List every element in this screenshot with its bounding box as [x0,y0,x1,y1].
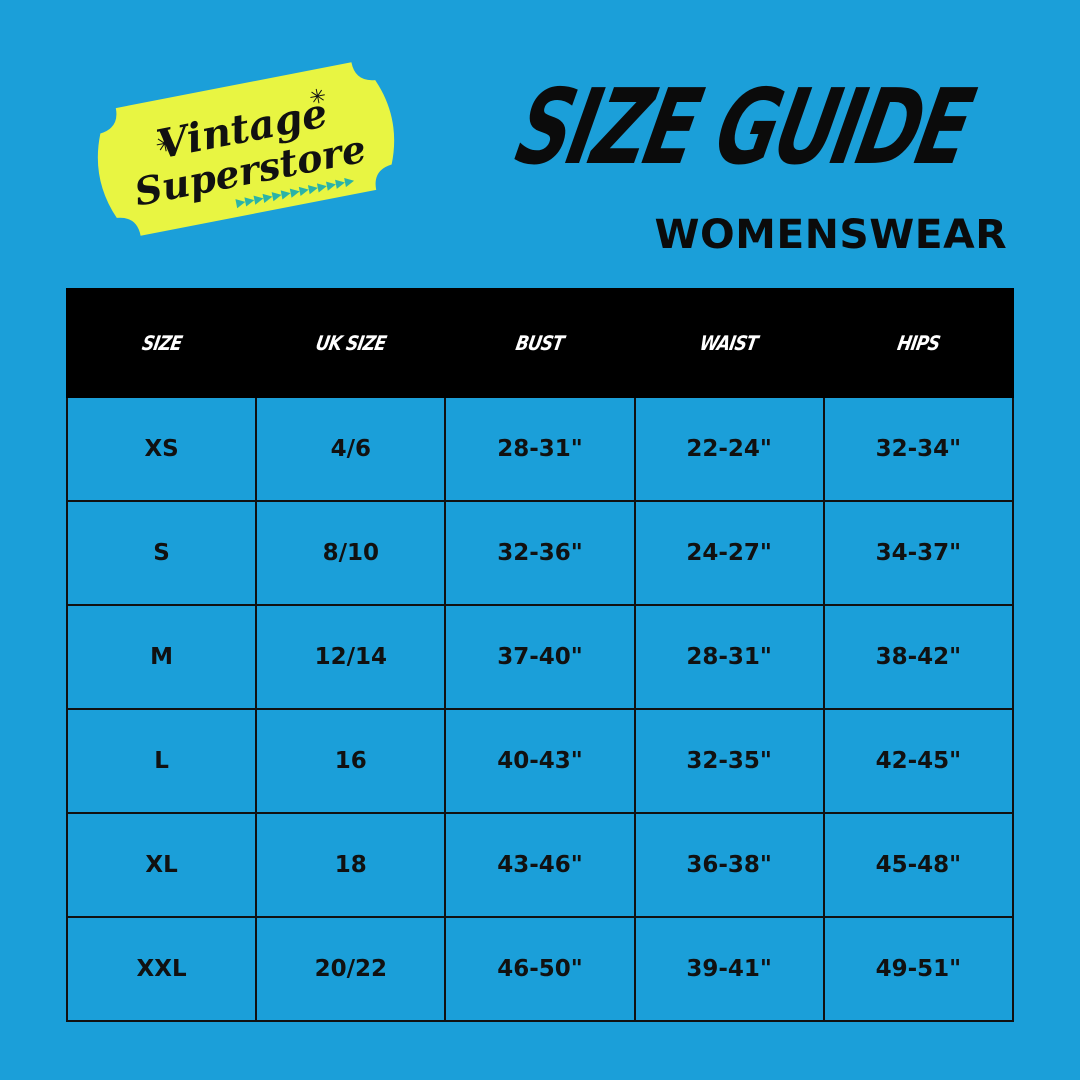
vintage-superstore-logo: Vintage Superstore ▶▶▶▶▶▶▶▶▶▶▶▶▶ ✳ ✳ [86,44,406,254]
cell-bust: 28-31" [444,396,636,502]
cell-uk-size: 16 [255,708,447,814]
table-row: L 16 40-43" 32-35" 42-45" [65,708,1015,814]
cell-hips: 34-37" [822,500,1015,606]
cell-hips: 49-51" [822,916,1015,1022]
svg-text:✳: ✳ [307,83,328,110]
cell-size: XS [65,396,258,502]
cell-size: L [65,708,258,814]
page-title: SIZE GUIDE [507,66,981,188]
cell-uk-size: 18 [255,812,447,918]
svg-text:✳: ✳ [154,131,177,159]
cell-hips: 42-45" [822,708,1015,814]
header-waist: WAIST [633,288,825,398]
cell-waist: 22-24" [633,396,825,502]
cell-size: XXL [65,916,258,1022]
table-row: XL 18 43-46" 36-38" 45-48" [65,812,1015,918]
cell-bust: 40-43" [444,708,636,814]
cell-hips: 38-42" [822,604,1015,710]
page-subtitle: WOMENSWEAR [654,212,1008,258]
table-row: M 12/14 37-40" 28-31" 38-42" [65,604,1015,710]
cell-size: M [65,604,258,710]
header-bust: BUST [444,288,636,398]
cell-hips: 45-48" [822,812,1015,918]
header-size: SIZE [65,288,258,398]
header-uk-size: UK SIZE [255,288,447,398]
cell-uk-size: 12/14 [255,604,447,710]
cell-waist: 28-31" [633,604,825,710]
cell-hips: 32-34" [822,396,1015,502]
cell-waist: 39-41" [633,916,825,1022]
cell-size: S [65,500,258,606]
cell-bust: 32-36" [444,500,636,606]
size-table: SIZE UK SIZE BUST WAIST HIPS XS 4/6 28-31"… [65,288,1015,1022]
cell-uk-size: 4/6 [255,396,447,502]
table-row: S 8/10 32-36" 24-27" 34-37" [65,500,1015,606]
cell-uk-size: 20/22 [255,916,447,1022]
cell-bust: 37-40" [444,604,636,710]
table-header-row: SIZE UK SIZE BUST WAIST HIPS [65,288,1015,398]
cell-waist: 24-27" [633,500,825,606]
cell-bust: 46-50" [444,916,636,1022]
table-row: XXL 20/22 46-50" 39-41" 49-51" [65,916,1015,1022]
cell-size: XL [65,812,258,918]
cell-waist: 36-38" [633,812,825,918]
cell-bust: 43-46" [444,812,636,918]
table-row: XS 4/6 28-31" 22-24" 32-34" [65,396,1015,502]
cell-waist: 32-35" [633,708,825,814]
cell-uk-size: 8/10 [255,500,447,606]
header-hips: HIPS [822,288,1015,398]
